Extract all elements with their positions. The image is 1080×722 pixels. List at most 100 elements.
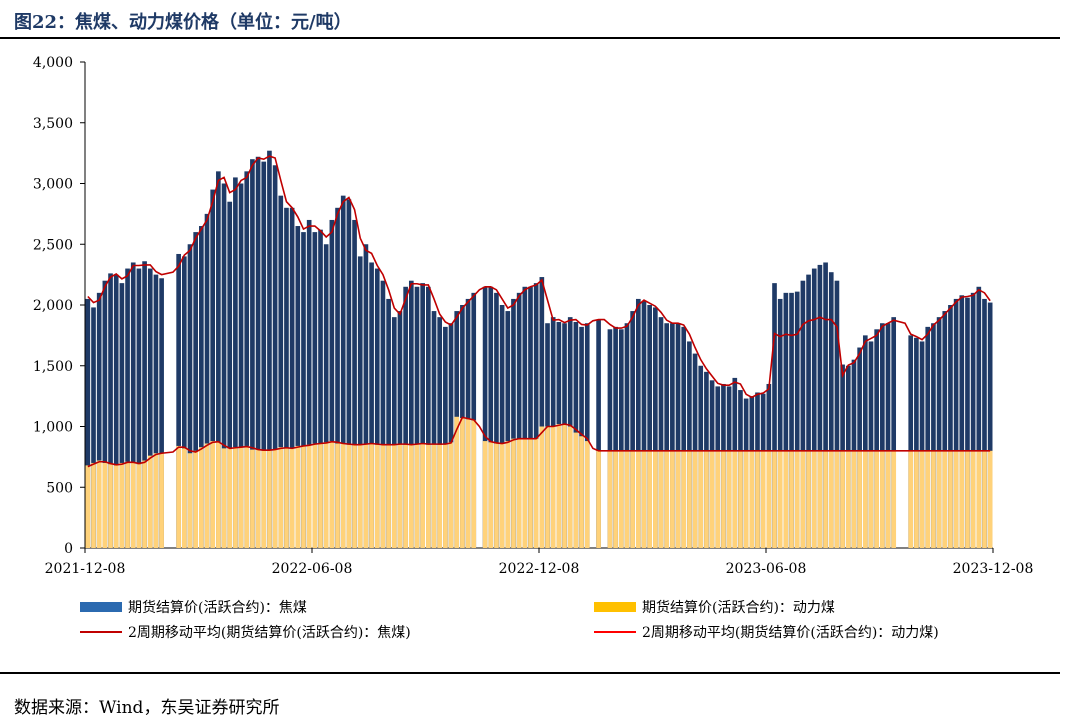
coking-coal-bar xyxy=(687,341,692,548)
coking-coal-bar xyxy=(448,323,454,548)
thermal-coal-bar xyxy=(811,450,817,548)
coking-coal-bar xyxy=(340,195,346,548)
thermal-coal-bar xyxy=(494,443,499,548)
thermal-coal-bar xyxy=(874,450,879,548)
coking-coal-bar xyxy=(278,195,284,548)
coking-coal-bar xyxy=(335,207,340,549)
coking-coal-bar xyxy=(147,268,153,548)
coking-coal-bar xyxy=(210,189,216,548)
coking-coal-bar xyxy=(494,292,499,548)
legend-coking-ma-label: 2周期移动平均(期货结算价(活跃合约)：焦煤) xyxy=(128,625,411,641)
coking-coal-bar xyxy=(227,201,233,548)
x-tick-label: 2023-12-08 xyxy=(953,561,1034,577)
coking-coal-bar xyxy=(216,171,221,548)
thermal-coal-bar xyxy=(199,447,204,548)
coking-coal-bar xyxy=(295,226,301,548)
thermal-coal-bar xyxy=(346,444,352,548)
coking-coal-bar xyxy=(533,283,539,548)
coking-coal-bar xyxy=(630,311,635,548)
coking-coal-bar xyxy=(244,171,250,548)
coking-coal-bar xyxy=(528,286,533,548)
coking-coal-bar xyxy=(272,165,278,548)
thermal-coal-bar xyxy=(391,444,397,548)
coking-coal-bar xyxy=(284,207,289,549)
coking-coal-bar xyxy=(357,256,363,548)
thermal-coal-bar xyxy=(471,420,477,548)
thermal-coal-bar xyxy=(851,450,857,548)
coking-coal-bar xyxy=(596,319,601,548)
thermal-coal-bar xyxy=(953,450,959,548)
y-tick-label: 3,000 xyxy=(33,177,73,193)
coking-coal-bar xyxy=(862,335,868,548)
thermal-coal-bar xyxy=(675,450,681,548)
legend-coking-label: 期货结算价(活跃合约)：焦煤 xyxy=(128,600,307,616)
thermal-coal-bar xyxy=(267,449,272,548)
coking-coal-bar xyxy=(142,261,147,548)
coking-coal-bar xyxy=(828,272,834,548)
coking-coal-bar xyxy=(976,286,982,548)
legend-coking-ma-swatch xyxy=(80,631,122,633)
thermal-coal-bar xyxy=(312,443,318,548)
thermal-coal-bar xyxy=(698,450,704,548)
thermal-coal-bar xyxy=(970,450,976,548)
thermal-coal-bar xyxy=(233,447,238,548)
coking-coal-bar xyxy=(681,326,687,548)
thermal-coal-bar xyxy=(255,449,261,548)
coking-coal-bar xyxy=(868,341,874,548)
y-tick-label: 2,500 xyxy=(33,237,73,253)
thermal-coal-bar xyxy=(488,442,494,548)
thermal-coal-bar xyxy=(511,438,516,548)
thermal-coal-bar xyxy=(329,441,335,548)
thermal-coal-bar xyxy=(624,450,630,548)
coking-coal-bar xyxy=(823,262,828,548)
thermal-coal-bar xyxy=(363,443,369,548)
coking-coal-bar xyxy=(613,326,618,548)
thermal-coal-bar xyxy=(965,450,970,548)
legend-thermal-ma-swatch xyxy=(594,631,636,633)
thermal-coal-bar xyxy=(709,450,715,548)
thermal-coal-bar xyxy=(85,465,91,548)
thermal-coal-bar xyxy=(806,450,811,548)
coking-coal-bar xyxy=(584,323,590,548)
thermal-coal-bar xyxy=(931,450,936,548)
thermal-coal-bar xyxy=(948,450,953,548)
coking-coal-bar xyxy=(794,291,800,548)
thermal-coal-bar xyxy=(176,445,181,548)
thermal-coal-bar xyxy=(96,460,102,548)
thermal-coal-bar xyxy=(465,419,471,548)
coking-coal-bar xyxy=(607,329,613,548)
thermal-coal-bar xyxy=(834,450,840,548)
coking-coal-bar xyxy=(806,274,811,548)
coking-coal-bar xyxy=(505,311,511,548)
coking-coal-bar xyxy=(119,283,125,548)
thermal-coal-bar xyxy=(443,443,448,548)
thermal-coal-bar xyxy=(715,450,721,548)
coking-coal-bar xyxy=(618,329,624,548)
thermal-coal-bar xyxy=(386,444,391,548)
coking-coal-bar xyxy=(187,244,193,548)
thermal-coal-bar xyxy=(743,450,749,548)
coking-coal-bar xyxy=(772,283,777,548)
legend-coking: 期货结算价(活跃合约)：焦煤 xyxy=(80,597,307,617)
thermal-coal-bar xyxy=(635,450,641,548)
thermal-coal-bar xyxy=(272,449,278,548)
thermal-coal-bar xyxy=(556,424,562,548)
coking-coal-bar xyxy=(635,298,641,548)
coking-coal-bar xyxy=(880,323,885,548)
thermal-coal-bar xyxy=(562,424,567,548)
thermal-coal-bar xyxy=(426,444,431,548)
coking-coal-bar xyxy=(193,232,198,548)
coking-coal-bar xyxy=(386,298,391,548)
coking-coal-bar xyxy=(289,207,295,549)
thermal-coal-bar xyxy=(800,450,806,548)
legend-coking-ma: 2周期移动平均(期货结算价(活跃合约)：焦煤) xyxy=(80,622,411,642)
thermal-coal-bar xyxy=(880,450,885,548)
coking-coal-bar xyxy=(369,262,374,548)
thermal-coal-bar xyxy=(522,438,528,548)
coking-coal-bar xyxy=(346,199,352,549)
thermal-coal-bar xyxy=(221,448,227,548)
thermal-coal-bar xyxy=(414,443,420,548)
y-tick-label: 500 xyxy=(46,480,73,496)
coking-coal-bar xyxy=(318,229,323,549)
thermal-coal-bar xyxy=(289,448,295,548)
